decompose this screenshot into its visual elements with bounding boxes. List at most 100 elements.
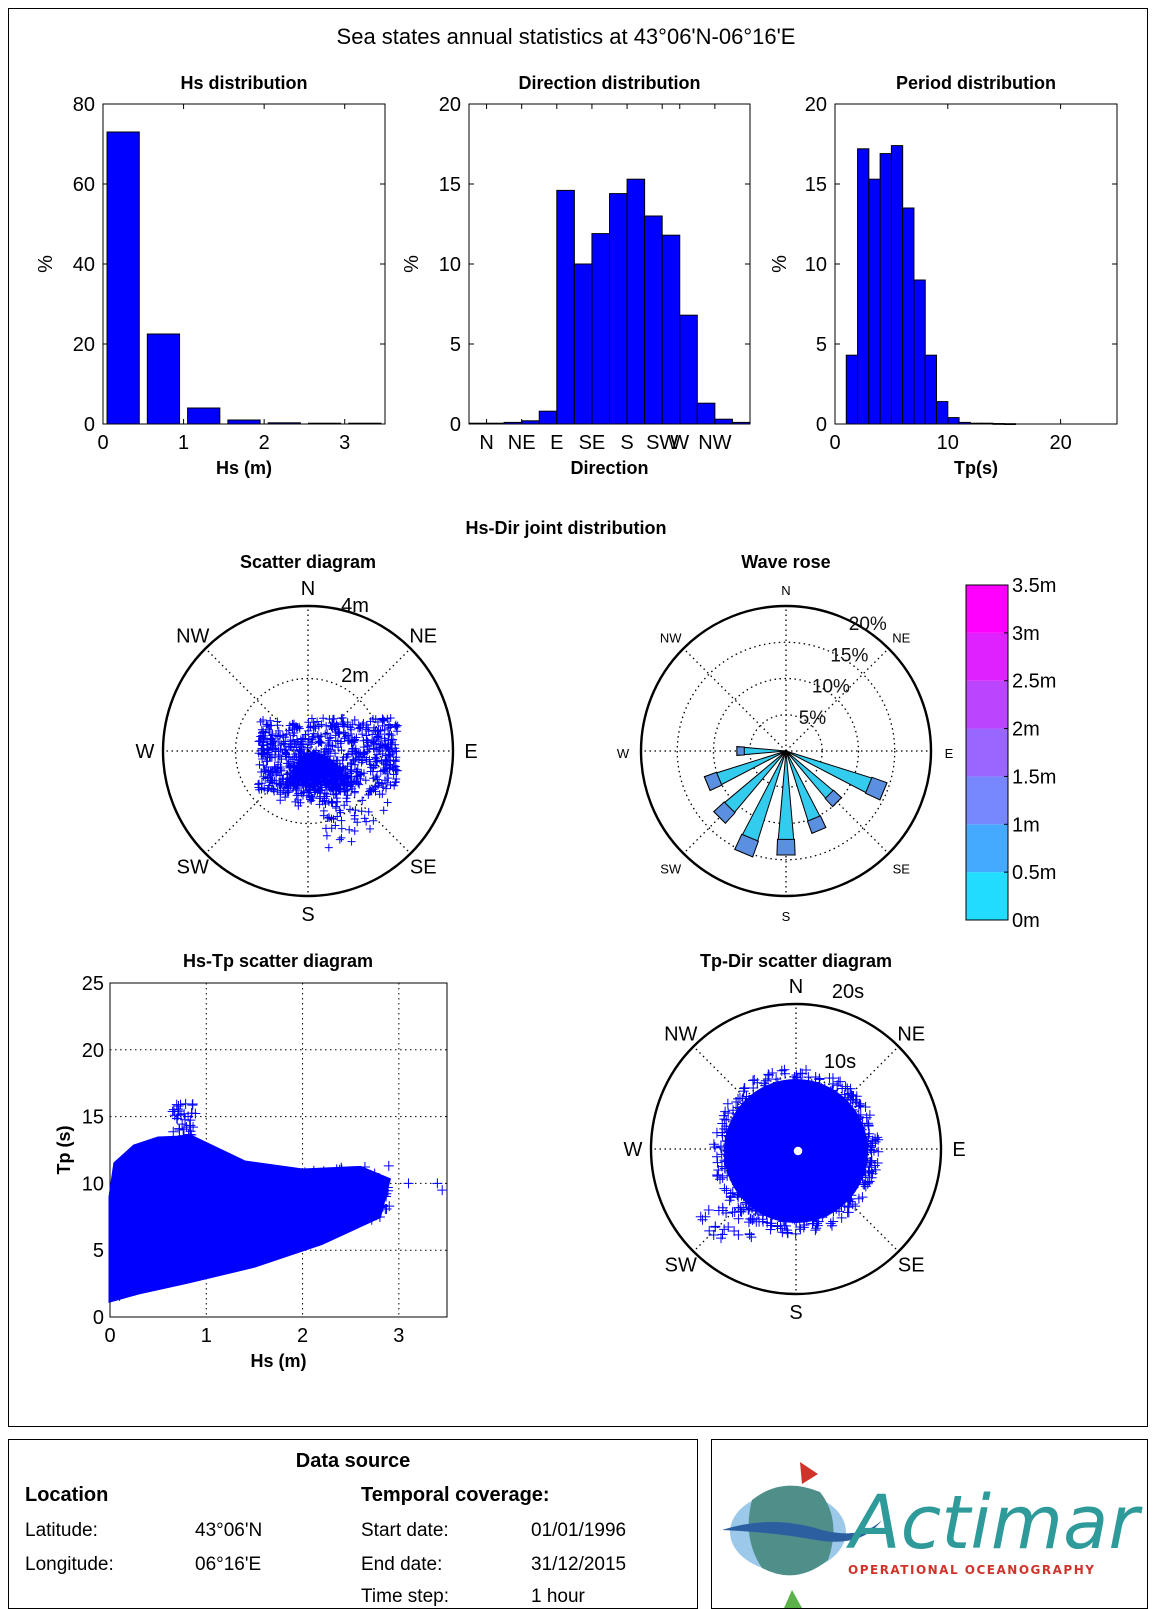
y-tick-label: 0 <box>816 414 827 436</box>
bar <box>857 148 870 425</box>
bar <box>146 333 181 425</box>
y-axis-label: Tp (s) <box>54 1126 74 1175</box>
colorbar-label: 1m <box>1012 814 1040 836</box>
radial-label: 2m <box>341 665 369 687</box>
scatter-points <box>110 1098 448 1301</box>
colorbar-label: 0m <box>1012 910 1040 932</box>
direction-label: SE <box>898 1254 925 1276</box>
colorbar-label: 3m <box>1012 623 1040 645</box>
time-step-value: 1 hour <box>531 1586 585 1607</box>
direction-label: NW <box>176 626 209 648</box>
y-tick-label: 20 <box>73 334 95 356</box>
bar <box>307 422 342 425</box>
x-tick-label: 0 <box>97 432 108 454</box>
data-source-panel: Data source Location Latitude: 43°06'N L… <box>8 1439 698 1609</box>
scatter-points <box>254 713 402 852</box>
y-tick-label: 10 <box>805 254 827 276</box>
colorbar-label: 3.5m <box>1012 575 1056 597</box>
y-tick-label: 20 <box>82 1040 104 1062</box>
scatter-points <box>695 1064 884 1244</box>
colorbar-segment <box>966 728 1008 777</box>
y-tick-label: 5 <box>93 1240 104 1262</box>
bar <box>591 233 610 425</box>
rose-petal-tip <box>713 801 736 824</box>
colorbar-label: 2m <box>1012 719 1040 741</box>
colorbar-segment <box>966 824 1008 873</box>
polar-outline <box>161 604 455 898</box>
x-tick-label: N <box>479 432 493 454</box>
rose-ring-label: 15% <box>830 645 868 666</box>
center-marker <box>792 1145 804 1157</box>
x-tick-label: 1 <box>178 432 189 454</box>
bar <box>573 263 593 425</box>
direction-label: N <box>781 583 790 598</box>
bar <box>696 402 716 425</box>
start-date-value: 01/01/1996 <box>531 1520 627 1541</box>
figure-canvas: Sea states annual statistics at 43°06'N-… <box>35 24 1118 1371</box>
longitude-label: Longitude: <box>25 1554 114 1575</box>
direction-label: NE <box>892 631 910 646</box>
y-tick-label: 10 <box>82 1173 104 1195</box>
rose-ring <box>676 641 896 861</box>
bar <box>609 193 628 425</box>
direction-label: E <box>464 741 477 763</box>
rose-petal-tip <box>806 815 827 834</box>
colorbar-segment <box>966 680 1008 729</box>
logo-name: Actimar <box>846 1480 1143 1566</box>
bar <box>902 207 915 425</box>
direction-label: W <box>624 1139 643 1161</box>
direction-label: SW <box>665 1254 697 1276</box>
bar <box>267 422 301 425</box>
rose-ring-label: 5% <box>799 708 827 729</box>
y-tick-label: 60 <box>73 174 95 196</box>
direction-label: N <box>301 578 315 600</box>
x-axis-label: Direction <box>570 458 648 478</box>
bar <box>556 189 575 425</box>
rose-ring-label: 10% <box>812 677 850 698</box>
end-date-value: 31/12/2015 <box>531 1554 627 1575</box>
x-axis-label: Tp(s) <box>954 458 998 478</box>
bar <box>661 234 681 425</box>
bar <box>106 131 140 425</box>
polar-spoke <box>693 1046 797 1150</box>
direction-label: E <box>945 746 954 761</box>
x-tick-label: 3 <box>393 1325 404 1347</box>
colorbar-label: 2.5m <box>1012 671 1056 693</box>
rose-ring <box>749 714 823 788</box>
x-tick-label: S <box>620 432 633 454</box>
wave-rose-chart: Wave rose N NE E SE S SW W NW 5% 10% 15% 20% <box>617 552 954 924</box>
bar <box>868 178 881 425</box>
x-tick-label: NW <box>698 432 731 454</box>
bar <box>714 418 733 425</box>
rose-petal-tip <box>824 789 843 808</box>
y-tick-label: 80 <box>73 94 95 116</box>
longitude-value: 06°16'E <box>195 1554 262 1575</box>
period-distribution-chart: 0 5 10 15 20 0 10 20 Period distribution Tp(s)% <box>769 73 1118 478</box>
logo-tagline: OPERATIONAL OCEANOGRAPHY <box>848 1563 1095 1577</box>
bar <box>644 215 663 425</box>
polar-outline <box>649 1002 943 1296</box>
direction-label: SW <box>660 861 682 876</box>
bar <box>731 421 751 425</box>
direction-label: NW <box>664 1024 697 1046</box>
direction-label: SE <box>893 861 911 876</box>
polar-spoke <box>307 750 411 854</box>
chart-title: Hs distribution <box>181 73 308 93</box>
bar <box>845 354 859 425</box>
data-source-title: Data source <box>295 1450 411 1472</box>
bar <box>936 401 949 425</box>
y-axis-label: % <box>769 255 791 273</box>
chart-title: Direction distribution <box>519 73 701 93</box>
rose-petal-tip <box>703 771 723 792</box>
colorbar-segment <box>966 632 1008 681</box>
direction-label: S <box>789 1302 802 1324</box>
x-tick-label: 2 <box>297 1325 308 1347</box>
direction-label: W <box>136 741 155 763</box>
direction-label: S <box>301 904 314 926</box>
y-tick-label: 15 <box>82 1107 104 1129</box>
bar <box>958 421 971 425</box>
direction-label: N <box>789 976 803 998</box>
colorbar-segment <box>966 776 1008 825</box>
bar <box>521 420 540 425</box>
polar-spoke <box>307 648 411 752</box>
